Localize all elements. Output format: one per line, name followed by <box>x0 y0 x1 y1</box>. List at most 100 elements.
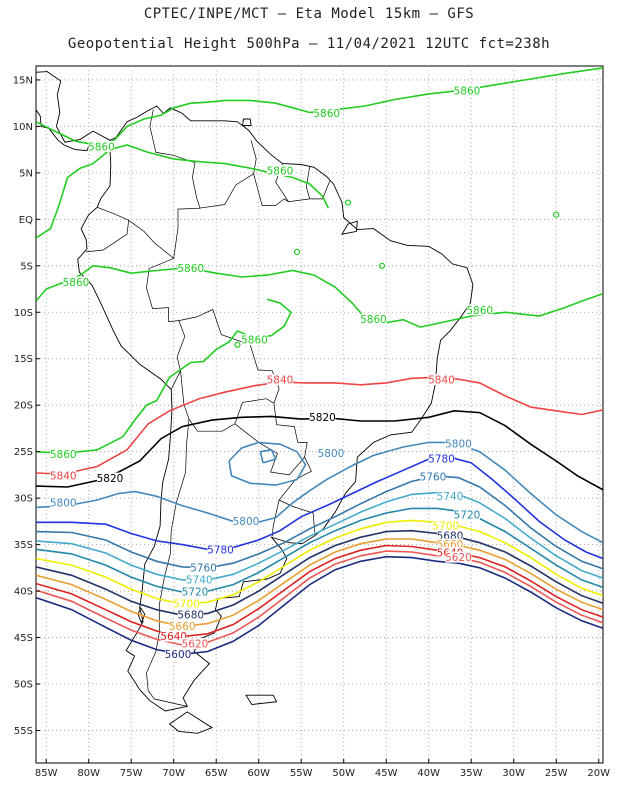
contour-5660 <box>36 538 603 628</box>
contour-blob-5860 <box>234 341 241 348</box>
contour-label: 5860 <box>50 449 77 461</box>
island-coast <box>242 118 252 126</box>
contour-blob-5860 <box>344 199 352 206</box>
contour-label: 5720 <box>454 509 481 521</box>
contour-5800 <box>36 441 603 544</box>
contour-label: 5700 <box>432 521 459 533</box>
lon-tick-label: 45W <box>375 768 398 779</box>
lat-tick-label: 20S <box>14 401 33 412</box>
contour-label-bg <box>436 490 463 502</box>
contour-5860 <box>36 330 239 455</box>
contour-label: 5820 <box>97 473 124 485</box>
contour-5860 <box>36 144 330 239</box>
contour-label-bg <box>453 85 480 97</box>
contour-label-bg <box>241 334 268 346</box>
contour-label: 5860 <box>360 314 387 326</box>
lat-tick-label: 30S <box>14 494 33 505</box>
island-coast <box>245 694 278 705</box>
contour-label-bg <box>428 374 455 386</box>
chart-title-line1: CPTEC/INPE/MCT – Eta Model 15km – GFS <box>143 6 475 22</box>
lat-tick-label: 45S <box>14 633 33 644</box>
contour-5840 <box>36 376 603 475</box>
contour-label: 5820 <box>309 412 336 424</box>
contour-label-bg <box>445 438 472 450</box>
contour-label-bg <box>419 470 446 482</box>
contour-label-bg <box>177 609 204 621</box>
contour-label: 5840 <box>428 375 455 387</box>
contour-label: 5860 <box>454 86 481 98</box>
contour-label-bg <box>160 630 187 642</box>
country-border <box>199 140 257 209</box>
contour-blob-5860 <box>378 262 386 269</box>
contour-label: 5600 <box>165 649 192 661</box>
contour-label: 5860 <box>267 166 294 178</box>
contour-5640 <box>36 544 603 638</box>
country-border <box>253 173 331 206</box>
contour-label-bg <box>169 620 196 632</box>
lat-tick-label: 55S <box>14 726 33 737</box>
contour-label-bg <box>88 140 115 152</box>
contour-label: 5860 <box>177 263 204 275</box>
contour-label: 5860 <box>63 277 90 289</box>
lat-tick-label: 5N <box>19 168 33 179</box>
contour-label-bg <box>181 638 208 650</box>
lon-tick-label: 50W <box>332 768 355 779</box>
contour-label-bg <box>207 544 234 556</box>
contour-label-bg <box>173 598 200 610</box>
contour-label-bg <box>436 538 463 550</box>
contour-label-bg <box>428 453 455 465</box>
island-coast <box>198 47 212 52</box>
lon-tick-label: 75W <box>120 768 143 779</box>
contour-label: 5860 <box>466 305 493 317</box>
contour-label-bg <box>50 448 77 460</box>
contour-blob-5860 <box>553 211 560 218</box>
contour-label-bg <box>96 472 123 484</box>
contour-label: 5840 <box>50 470 77 482</box>
lat-tick-label: 5S <box>20 261 33 272</box>
contour-label: 5760 <box>190 562 217 574</box>
country-border <box>146 419 190 707</box>
contour-label: 5740 <box>186 574 213 586</box>
contour-label: 5620 <box>445 552 472 564</box>
contour-label: 5640 <box>160 631 187 643</box>
country-border <box>86 206 130 253</box>
lon-tick-label: 85W <box>35 768 58 779</box>
contour-5860 <box>36 264 603 328</box>
contour-5600 <box>36 555 603 656</box>
contour-label-bg <box>164 648 191 660</box>
country-border <box>305 166 311 199</box>
lat-tick-label: 35S <box>14 540 33 551</box>
lat-tick-label: 10S <box>14 308 33 319</box>
contour-label: 5740 <box>437 491 464 503</box>
lon-tick-label: 55W <box>290 768 313 779</box>
island-coast <box>341 220 358 235</box>
contour-label: 5860 <box>241 335 268 347</box>
contour-label-bg <box>317 447 344 459</box>
contour-lines <box>36 67 603 656</box>
contour-label-bg <box>186 573 213 585</box>
contour-label: 5720 <box>182 587 209 599</box>
contour-label: 5760 <box>420 471 447 483</box>
contour-label-bg <box>453 508 480 520</box>
contour-5800 <box>259 448 277 464</box>
contour-5720 <box>36 507 603 593</box>
island-coast <box>168 711 213 734</box>
lat-tick-label: 15S <box>14 354 33 365</box>
lon-tick-label: 80W <box>77 768 100 779</box>
country-border <box>149 109 201 259</box>
country-border <box>128 220 186 390</box>
contour-blob-5860 <box>293 248 301 255</box>
contour-label-bg <box>445 551 472 563</box>
lon-tick-label: 70W <box>162 768 185 779</box>
contour-label-bg <box>360 313 387 325</box>
contour-labels: 5860 5860 5860 5860 5860 5860 5860 5860 5860 5860… <box>50 85 493 661</box>
axis-ticks: 15N 10N 5N EQ 5S 10S 15S 20S 25S 30S 35S 40S 45S 50S 5… <box>13 75 610 779</box>
contour-5780 <box>36 456 603 560</box>
contour-label-bg <box>181 586 208 598</box>
contour-label: 5860 <box>313 108 340 120</box>
contour-label-bg <box>309 411 336 423</box>
central-america-coast <box>36 71 111 143</box>
contour-label: 5800 <box>318 448 345 460</box>
contour-label: 5800 <box>233 516 260 528</box>
